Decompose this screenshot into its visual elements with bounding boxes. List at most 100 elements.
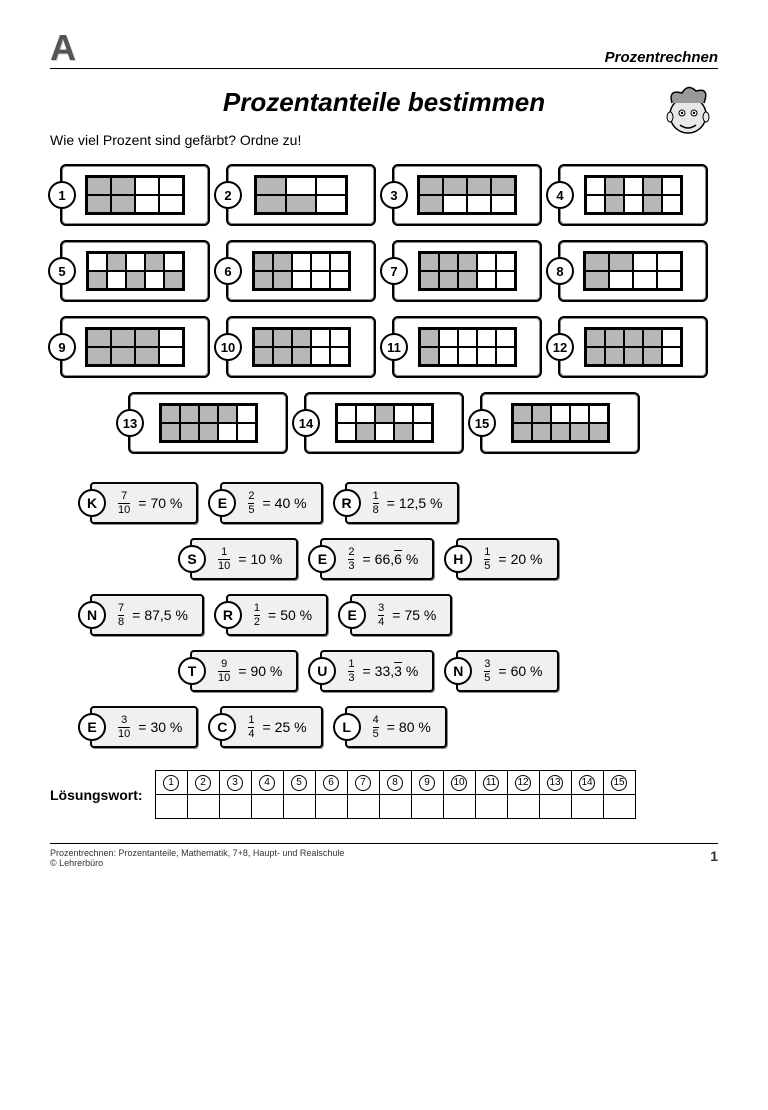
grid-cell — [662, 177, 681, 195]
grid-number-badge: 11 — [380, 333, 408, 361]
grid-cell — [513, 423, 532, 441]
grid-number-badge: 4 — [546, 181, 574, 209]
grid-cell — [292, 329, 311, 347]
answer-letter-badge: N — [78, 601, 106, 629]
equals-sign: = — [238, 551, 246, 567]
grid-cell — [624, 347, 643, 365]
grid-cell — [413, 405, 432, 423]
grid-cell — [256, 177, 286, 195]
grid-cell — [254, 271, 273, 289]
solution-section: Lösungswort: 123456789101112131415 — [50, 770, 718, 819]
fraction: 34 — [378, 603, 384, 628]
solution-input-cell[interactable] — [603, 795, 635, 819]
answer-row: S110=10 %E23=66,6 %H15=20 % — [50, 538, 718, 580]
solution-input-cell[interactable] — [251, 795, 283, 819]
grid-number-badge: 8 — [546, 257, 574, 285]
grid-card: 8 — [558, 240, 708, 302]
answer-card: S110=10 % — [190, 538, 298, 580]
grid-cell — [605, 195, 624, 213]
fraction-grid — [583, 251, 683, 291]
answer-card: U13=33,3 % — [320, 650, 434, 692]
grid-cell — [458, 347, 477, 365]
solution-input-cell[interactable] — [187, 795, 219, 819]
solution-input-cell[interactable] — [475, 795, 507, 819]
solution-header-cell: 15 — [603, 771, 635, 795]
solution-input-cell[interactable] — [315, 795, 347, 819]
grid-cell — [662, 347, 681, 365]
fraction: 18 — [373, 491, 379, 516]
grid-cell — [439, 329, 458, 347]
title-row: Prozentanteile bestimmen — [50, 87, 718, 118]
grid-cell — [218, 405, 237, 423]
fraction: 13 — [348, 659, 354, 684]
fraction-grid — [584, 327, 683, 367]
grid-cell — [458, 271, 477, 289]
grid-cell — [159, 347, 183, 365]
grid-cell — [643, 195, 662, 213]
percent-value: 25 % — [275, 719, 307, 735]
answer-card: R18=12,5 % — [345, 482, 459, 524]
grid-cell — [164, 271, 183, 289]
answer-card: N35=60 % — [456, 650, 558, 692]
solution-input-cell[interactable] — [539, 795, 571, 819]
grid-number-badge: 1 — [48, 181, 76, 209]
percent-value: 50 % — [280, 607, 312, 623]
percent-value: 66,6 % — [375, 551, 419, 567]
grid-cell — [551, 405, 570, 423]
grid-cell — [496, 253, 515, 271]
solution-input-cell[interactable] — [571, 795, 603, 819]
grid-number-badge: 2 — [214, 181, 242, 209]
grid-card: 12 — [558, 316, 708, 378]
solution-input-cell[interactable] — [347, 795, 379, 819]
solution-header-cell: 10 — [443, 771, 475, 795]
equals-sign: = — [387, 495, 395, 511]
grid-cell — [159, 195, 183, 213]
grid-cell — [413, 423, 432, 441]
grid-cell — [330, 347, 349, 365]
solution-input-cell[interactable] — [219, 795, 251, 819]
answer-card: E34=75 % — [350, 594, 452, 636]
grid-cell — [145, 271, 164, 289]
percent-value: 10 % — [250, 551, 282, 567]
grid-cell — [439, 347, 458, 365]
grid-cell — [609, 271, 633, 289]
solution-input-cell[interactable] — [379, 795, 411, 819]
answer-card: R12=50 % — [226, 594, 328, 636]
grid-number-badge: 13 — [116, 409, 144, 437]
answer-letter-badge: S — [178, 545, 206, 573]
answer-card: N78=87,5 % — [90, 594, 204, 636]
grid-number-badge: 14 — [292, 409, 320, 437]
solution-input-cell[interactable] — [443, 795, 475, 819]
grid-cell — [491, 195, 515, 213]
solution-header-cell: 5 — [283, 771, 315, 795]
answer-letter-badge: C — [208, 713, 236, 741]
answer-letter-badge: L — [333, 713, 361, 741]
grid-cell — [439, 253, 458, 271]
solution-input-cell[interactable] — [411, 795, 443, 819]
grid-cell — [316, 177, 346, 195]
grid-cell — [337, 423, 356, 441]
grid-cell — [477, 253, 496, 271]
grid-card: 10 — [226, 316, 376, 378]
answer-letter-badge: R — [333, 489, 361, 517]
fraction: 25 — [248, 491, 254, 516]
fraction-grid — [417, 175, 517, 215]
grid-card: 4 — [558, 164, 708, 226]
grid-cell — [330, 271, 349, 289]
equals-sign: = — [498, 663, 506, 679]
solution-header-cell: 9 — [411, 771, 443, 795]
grid-cell — [254, 253, 273, 271]
grid-cell — [180, 423, 199, 441]
solution-input-cell[interactable] — [283, 795, 315, 819]
solution-input-cell[interactable] — [507, 795, 539, 819]
solution-header-cell: 12 — [507, 771, 539, 795]
answer-row: N78=87,5 % R12=50 % E34=75 % — [50, 594, 718, 636]
solution-input-cell[interactable] — [155, 795, 187, 819]
grid-cell — [394, 423, 413, 441]
percent-value: 90 % — [250, 663, 282, 679]
grid-cell — [135, 195, 159, 213]
equals-sign: = — [262, 495, 270, 511]
grid-cell — [237, 405, 256, 423]
grid-cell — [443, 195, 467, 213]
grid-cell — [585, 253, 609, 271]
